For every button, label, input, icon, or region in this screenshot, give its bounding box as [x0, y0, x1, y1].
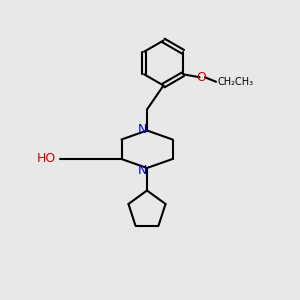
Text: N: N — [138, 164, 147, 178]
Text: N: N — [138, 122, 147, 136]
Text: O: O — [196, 71, 206, 84]
Text: CH₂CH₃: CH₂CH₃ — [218, 77, 254, 87]
Text: HO: HO — [37, 152, 56, 166]
